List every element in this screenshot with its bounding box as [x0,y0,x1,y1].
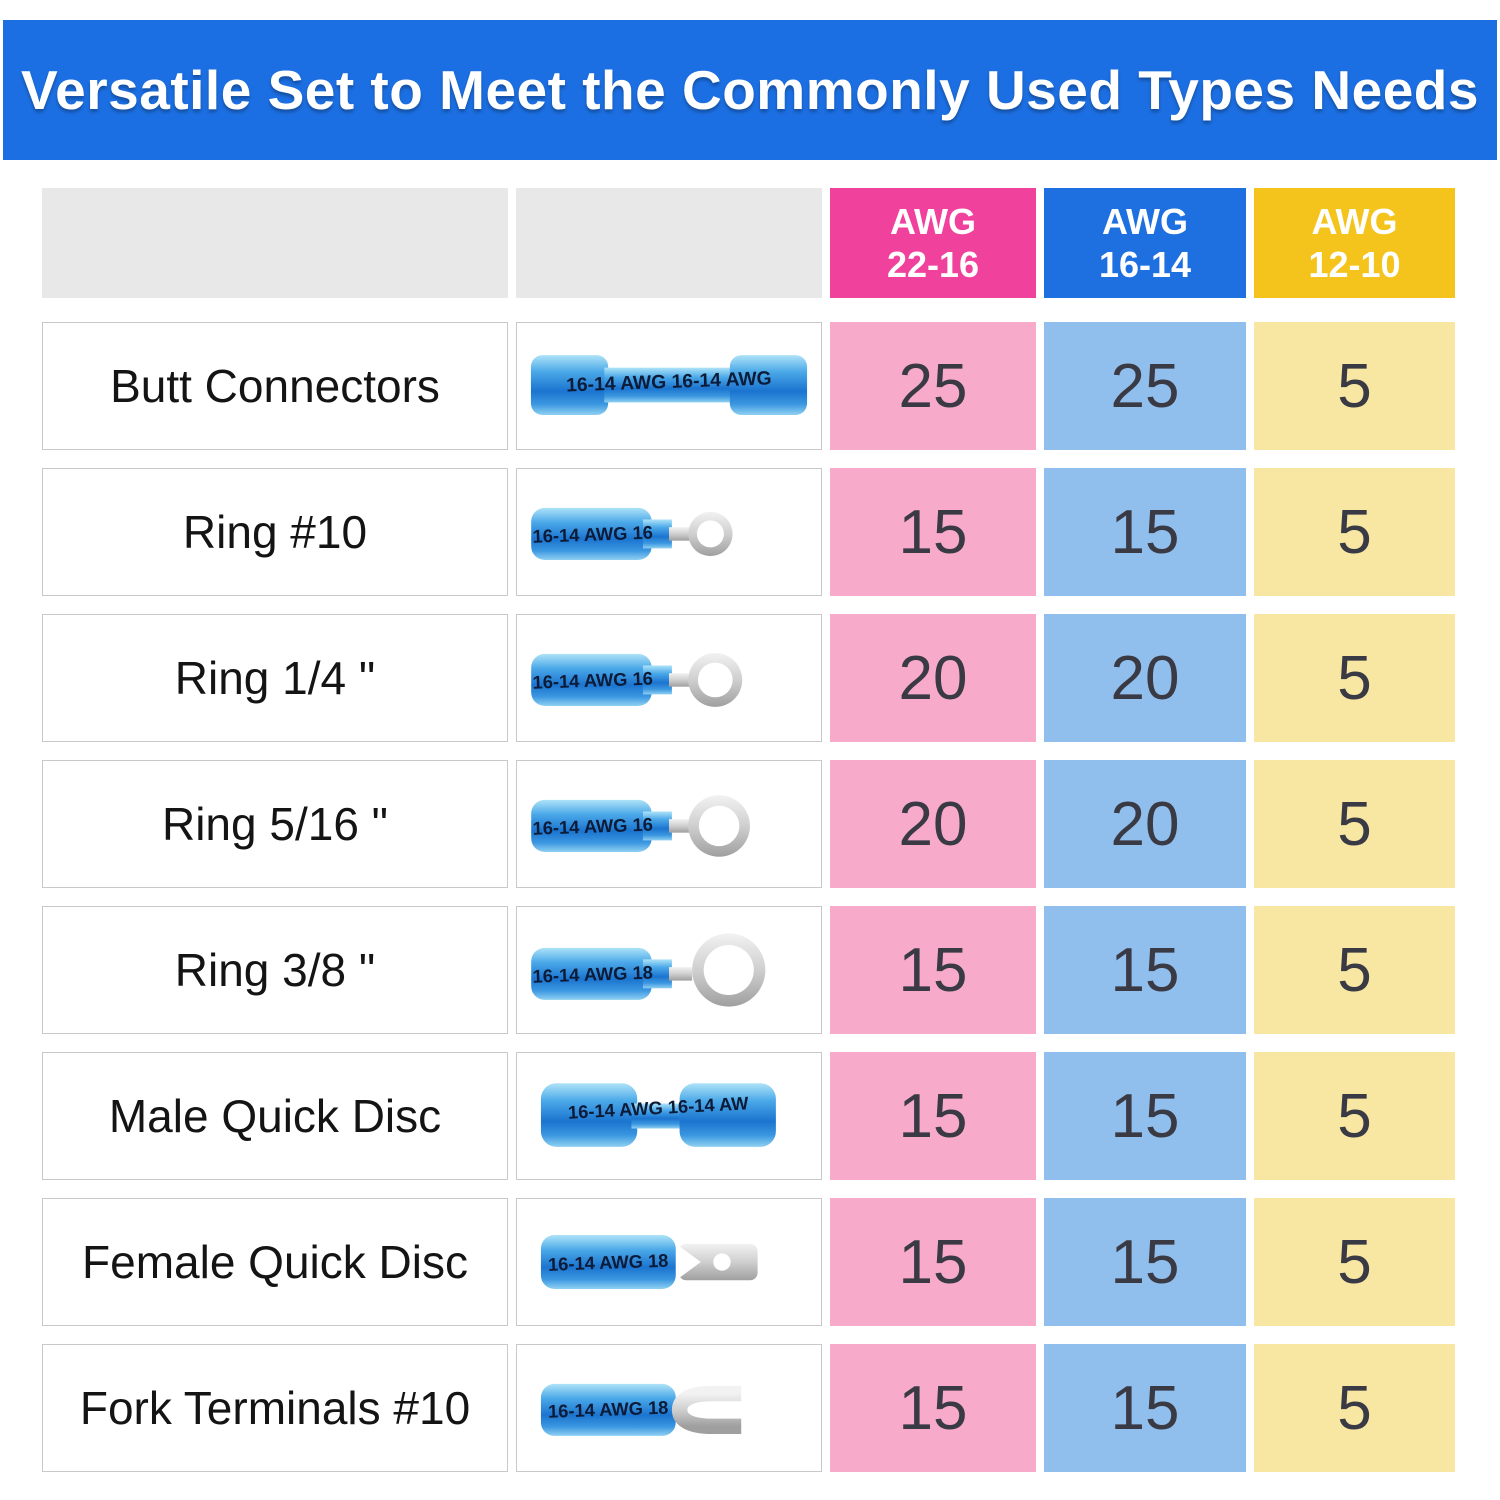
row-label: Ring 5/16 " [161,798,389,850]
male-quick-disconnect-icon: 16-14 AWG 16-14 AW [540,1083,776,1147]
value-cell-awg-12-10: 5 [1254,1052,1455,1180]
header-spacer-image-column [516,188,822,298]
value-cell-awg-12-10: 5 [1254,1344,1455,1472]
table-body: Butt Connectors 16-14 AWG 16-14 AWG 25 2… [42,322,1455,1472]
row-label: Ring 1/4 " [174,652,376,704]
ring-terminal-10-icon: 16-14 AWG 16 [531,507,733,560]
value-cell-awg-12-10: 5 [1254,760,1455,888]
row-label-cell: Ring 3/8 " [42,906,508,1034]
row-image-cell: 16-14 AWG 16 [516,760,822,888]
svg-text:16-14 AWG 18: 16-14 AWG 18 [548,1397,669,1422]
row-image-cell: 16-14 AWG 18 [516,1198,822,1326]
female-quick-disconnect-icon: 16-14 AWG 18 [540,1235,758,1289]
svg-text:16-14 AWG 18: 16-14 AWG 18 [548,1250,669,1275]
value-cell-awg-12-10: 5 [1254,906,1455,1034]
ring-terminal-5-16-icon: 16-14 AWG 16 [531,795,750,857]
row-label-cell: Fork Terminals #10 [42,1344,508,1472]
value-cell-awg-22-16: 20 [830,760,1036,888]
row-label: Ring 3/8 " [174,944,376,996]
row-image-cell: 16-14 AWG 16 [516,468,822,596]
header-spacer-label-column [42,188,508,298]
ring-terminal-quarter-icon: 16-14 AWG 16 [531,652,743,707]
value-cell-awg-16-14: 20 [1044,614,1246,742]
ring-terminal-3-8-icon: 16-14 AWG 18 [531,933,766,1007]
value-cell-awg-12-10: 5 [1254,1198,1455,1326]
row-label: Female Quick Disc [82,1236,468,1288]
page-title: Versatile Set to Meet the Commonly Used … [21,59,1479,121]
value-cell-awg-22-16: 20 [830,614,1036,742]
value-cell-awg-12-10: 5 [1254,614,1455,742]
row-image-cell: 16-14 AWG 18 [516,1344,822,1472]
svg-text:16-14 AWG 16: 16-14 AWG 16 [532,668,653,693]
value-cell-awg-16-14: 20 [1044,760,1246,888]
value-cell-awg-22-16: 15 [830,906,1036,1034]
column-header-awg-12-10: AWG 12-10 [1254,188,1455,298]
value-cell-awg-12-10: 5 [1254,468,1455,596]
value-cell-awg-22-16: 15 [830,1344,1036,1472]
value-cell-awg-12-10: 5 [1254,322,1455,450]
value-cell-awg-16-14: 15 [1044,1052,1246,1180]
row-image-cell: 16-14 AWG 18 [516,906,822,1034]
row-label-cell: Female Quick Disc [42,1198,508,1326]
value-cell-awg-22-16: 25 [830,322,1036,450]
row-image-cell: 16-14 AWG 16 [516,614,822,742]
fork-terminal-icon: 16-14 AWG 18 [540,1383,742,1436]
svg-text:16-14 AWG 18: 16-14 AWG 18 [532,962,653,987]
value-cell-awg-22-16: 15 [830,1052,1036,1180]
title-banner: Versatile Set to Meet the Commonly Used … [3,20,1497,160]
row-label-cell: Butt Connectors [42,322,508,450]
column-header-awg-22-16: AWG 22-16 [830,188,1036,298]
butt-connector-icon: 16-14 AWG 16-14 AWG [530,355,808,415]
row-label-cell: Male Quick Disc [42,1052,508,1180]
value-cell-awg-16-14: 25 [1044,322,1246,450]
table-header-row: AWG 22-16 AWG 16-14 AWG 12-10 [42,188,1455,298]
value-cell-awg-16-14: 15 [1044,468,1246,596]
value-cell-awg-16-14: 15 [1044,1198,1246,1326]
row-image-cell: 16-14 AWG 16-14 AW [516,1052,822,1180]
row-label-cell: Ring 1/4 " [42,614,508,742]
row-label: Ring #10 [182,506,368,558]
row-label: Male Quick Disc [108,1090,442,1142]
value-cell-awg-16-14: 15 [1044,906,1246,1034]
column-header-awg-16-14: AWG 16-14 [1044,188,1246,298]
row-label: Fork Terminals #10 [79,1382,471,1434]
value-cell-awg-22-16: 15 [830,1198,1036,1326]
value-cell-awg-22-16: 15 [830,468,1036,596]
row-label-cell: Ring #10 [42,468,508,596]
row-image-cell: 16-14 AWG 16-14 AWG [516,322,822,450]
row-label: Butt Connectors [110,360,440,412]
row-label-cell: Ring 5/16 " [42,760,508,888]
value-cell-awg-16-14: 15 [1044,1344,1246,1472]
svg-text:16-14 AWG 16: 16-14 AWG 16 [532,814,653,839]
svg-text:16-14 AWG 16: 16-14 AWG 16 [532,522,653,547]
